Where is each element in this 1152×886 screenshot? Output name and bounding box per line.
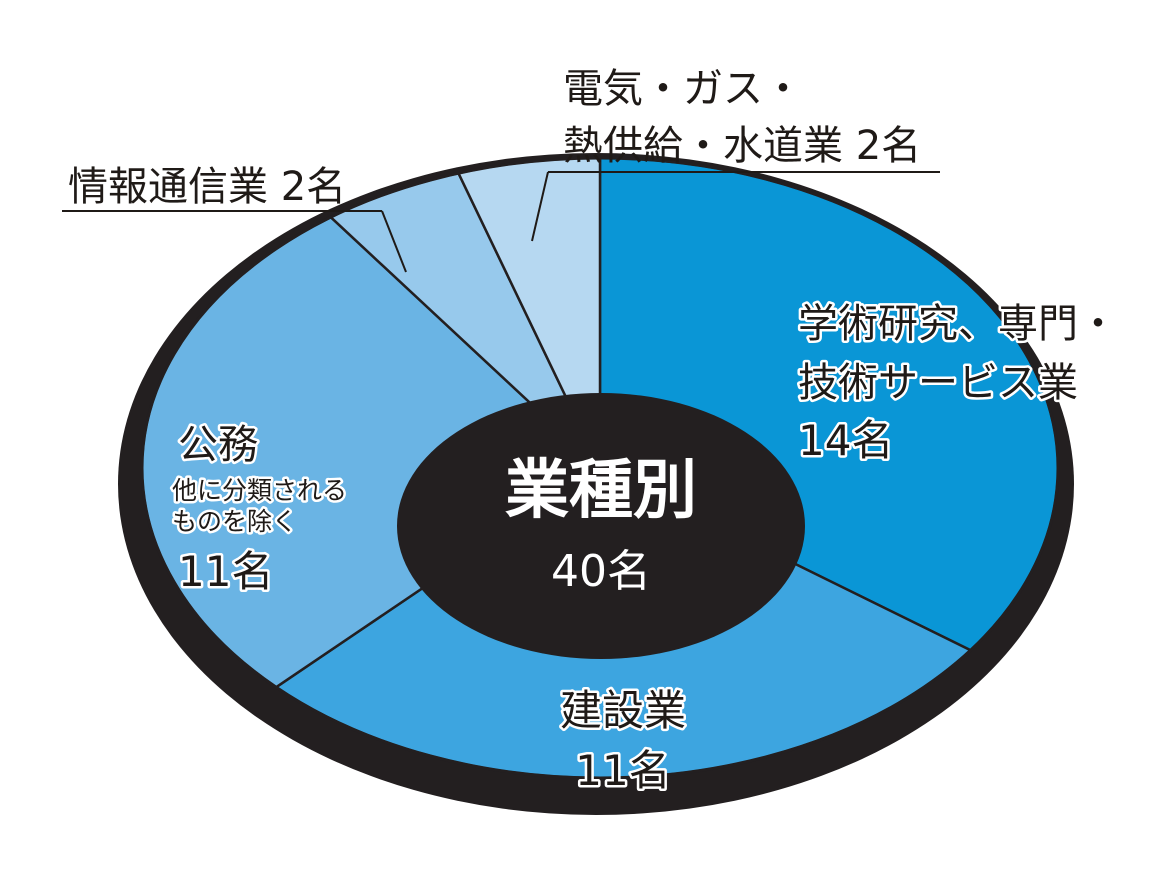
pie-outline [140,156,1060,780]
callout-label-ict: 情報通信業 2名 [68,164,346,210]
slice-value-public: 11名 [178,547,273,596]
slice-value-construction: 11名 [575,746,670,795]
callout-label-utilities-line1: 電気・ガス・ [563,66,803,112]
slice-label-academic-line2: 技術サービス業 [798,360,1078,406]
slice-label-academic-line1: 学術研究、専門・ [798,301,1118,347]
slice-label-public: 公務 [178,422,258,468]
center-title: 業種別 [505,454,697,528]
slice-sublabel-public-line1: 他に分類される [172,476,347,505]
center-total: 40名 [551,546,651,597]
slice-value-academic: 14名 [798,416,893,465]
slice-sublabel-public-line2: ものを除く [172,507,297,536]
slice-label-construction: 建設業 [560,686,686,735]
callout-leader-ict [381,210,407,273]
donut-center [397,393,805,659]
callout-leader-utilities [531,171,549,242]
callout-label-utilities-line2: 熱供給・水道業 2名 [563,123,921,169]
